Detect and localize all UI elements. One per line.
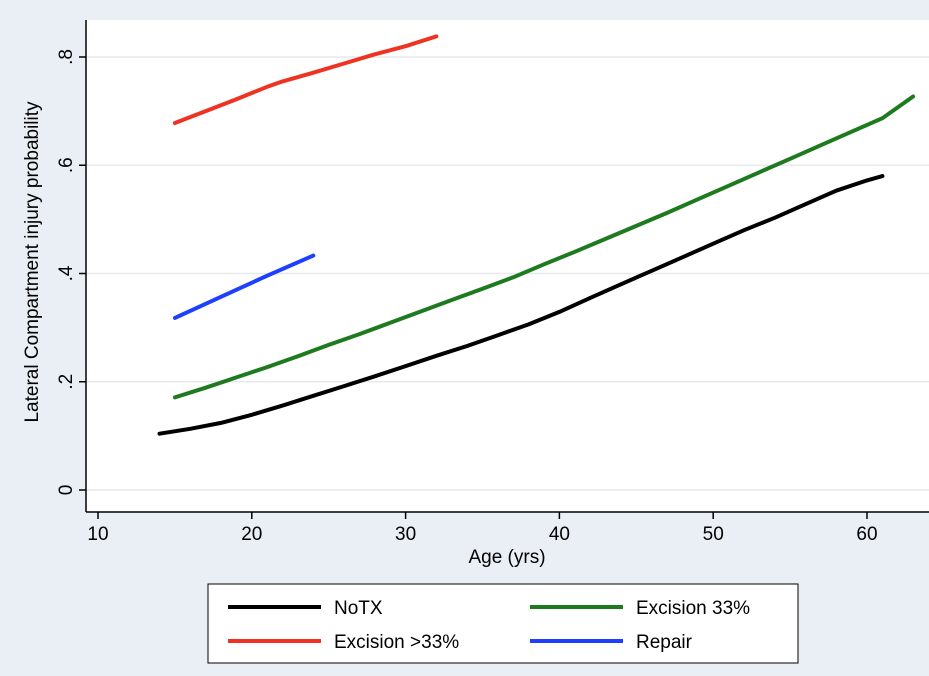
legend: NoTX Excision 33% Excision >33% Repair [207,583,799,664]
series-line-excision-33 [172,34,439,125]
x-tick-label: 10 [87,524,108,545]
plot-background [86,20,929,512]
x-tick-label: 30 [395,524,416,545]
legend-label-notx: NoTX [334,598,383,619]
y-tick-label: .8 [56,49,77,65]
series-line-repair [172,253,316,320]
y-tick-label: .4 [56,265,77,281]
y-tick-label: .2 [56,374,77,390]
legend-label-repair: Repair [636,632,693,653]
x-tick-label: 60 [856,524,877,545]
y-axis-title: Lateral Compartment injury probability [22,101,43,423]
x-tick-label: 20 [241,524,262,545]
ticks: 0 .2 .4 .6 .8 10 20 30 40 50 60 [56,49,878,545]
legend-label-excision-33: Excision 33% [636,598,750,619]
y-tick-label: .6 [56,157,77,173]
y-tick-label: 0 [56,485,77,496]
series-line-excision-33 [172,94,916,400]
axes [85,20,929,513]
legend-box [207,583,799,664]
x-tick-label: 40 [549,524,570,545]
x-axis-title: Age (yrs) [468,547,545,568]
x-tick-label: 50 [703,524,724,545]
series [157,34,916,436]
legend-label-excision-33: Excision >33% [334,632,459,653]
series-line-notx [157,174,885,436]
